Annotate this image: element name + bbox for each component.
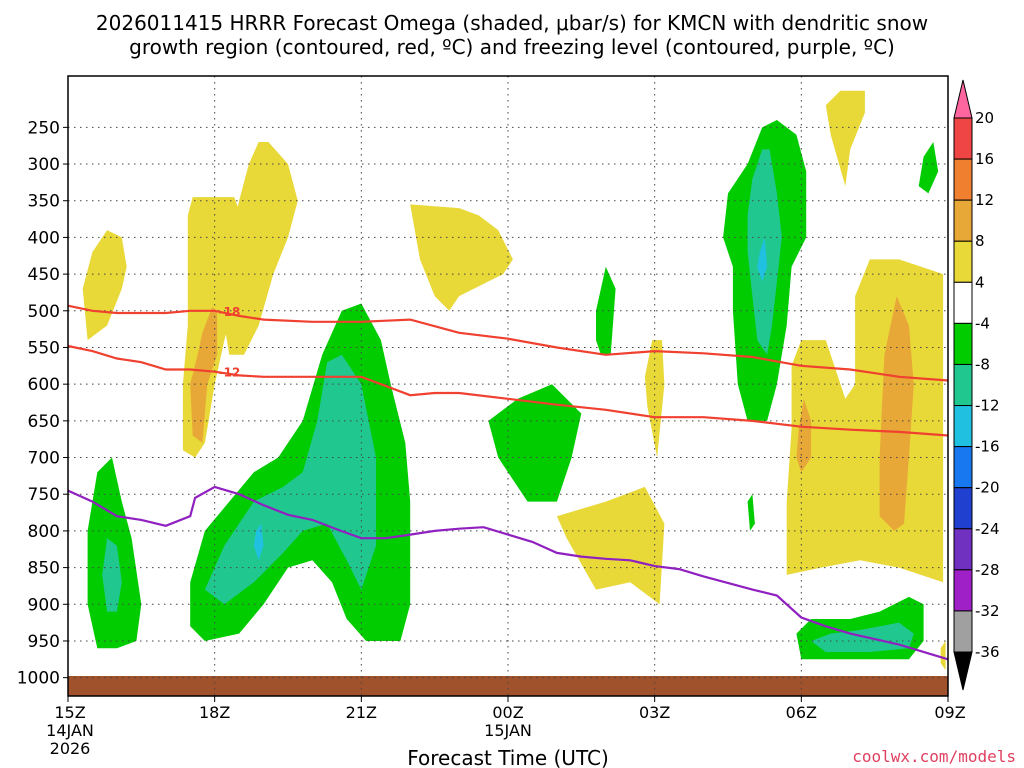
colorbar-label-8: -16 (975, 438, 1000, 456)
colorbar-band-9 (953, 487, 973, 530)
omega-region-teal-14 (204, 354, 376, 605)
omega-region-orange-9 (796, 398, 812, 473)
omega-region-green-21 (747, 494, 755, 531)
colorbar-band-8 (953, 446, 973, 489)
colorbar-label-9: -20 (975, 479, 1000, 497)
y-axis: 250 300 350 400 450 500 550 600 650 700 750 800 850 9… (17, 118, 68, 689)
y-tick-label-800: 800 (28, 522, 60, 542)
colorbar-band-7 (953, 405, 973, 448)
omega-region-green-17 (596, 266, 616, 355)
x-tick-label-21Z: 21Z (346, 703, 377, 722)
freezing-level-line (67, 485, 949, 661)
x-tick-label-00Z: 00Z (492, 703, 523, 722)
omega-region-yellow-25 (940, 641, 946, 671)
colorbar-label-1: 16 (975, 150, 994, 168)
y-tick-label-750: 750 (28, 485, 60, 505)
omega-shading (82, 90, 946, 671)
plot-area: -18 -12 (67, 75, 949, 697)
contour-lines: -18 -12 (67, 304, 949, 661)
y-tick-label-900: 900 (28, 595, 60, 615)
x-tick-date-15Z: 14JAN (46, 721, 94, 740)
y-tick-label-250: 250 (28, 118, 60, 138)
omega-region-yellow-7 (644, 340, 665, 458)
colorbar-label-10: -24 (975, 520, 1000, 538)
terrain-ground (68, 676, 948, 696)
watermark: coolwx.com/models (852, 747, 1016, 766)
chart-title-line1: 2026011415 HRRR Forecast Omega (shaded, … (96, 11, 928, 35)
y-tick-label-650: 650 (28, 412, 60, 432)
y-tick-label-1000: 1000 (17, 669, 60, 689)
colorbar-band-6 (953, 363, 973, 407)
dendritic-minus12-label: -12 (219, 365, 241, 379)
x-tick-label-03Z: 03Z (639, 703, 670, 722)
colorbar-label-12: -32 (975, 602, 1000, 620)
y-tick-label-500: 500 (28, 302, 60, 322)
y-tick-label-300: 300 (28, 155, 60, 175)
colorbar-max-arrow (953, 79, 973, 119)
omega-region-yellow-4 (410, 204, 513, 311)
colorbar-label-3: 8 (975, 232, 985, 250)
colorbar-label-0: 20 (975, 109, 994, 127)
y-tick-label-400: 400 (28, 228, 60, 248)
x-tick-label-18Z: 18Z (199, 703, 230, 722)
y-tick-label-700: 700 (28, 449, 60, 469)
colorbar-label-2: 12 (975, 191, 994, 209)
colorbar: 20 16 12 8 4 -4 -8 -12 -16 -20 -24 -28 -32 -36 (953, 79, 1000, 691)
chart-title-line2: growth region (contoured, red, ºC) and f… (129, 35, 895, 59)
dendritic-minus18-label: -18 (219, 305, 241, 319)
x-tick-label-06Z: 06Z (786, 703, 817, 722)
y-tick-label-550: 550 (28, 338, 60, 358)
omega-region-cyan-20 (757, 237, 768, 282)
colorbar-min-arrow (953, 651, 973, 691)
dendritic-minus12-line (67, 344, 949, 437)
y-tick-label-450: 450 (28, 265, 60, 285)
colorbar-band-2 (953, 199, 973, 242)
colorbar-band-10 (953, 528, 973, 571)
omega-region-orange-3 (190, 307, 218, 443)
colorbar-label-5: -4 (975, 314, 990, 332)
x-tick-label-15Z: 15Z (54, 703, 85, 722)
y-tick-label-600: 600 (28, 375, 60, 395)
omega-region-yellow-1 (82, 230, 127, 341)
x-tick-date-00Z: 15JAN (484, 721, 532, 740)
omega-region-teal-12 (102, 538, 122, 612)
y-tick-label-950: 950 (28, 632, 60, 652)
y-tick-label-850: 850 (28, 559, 60, 579)
colorbar-label-7: -12 (975, 397, 1000, 415)
dendritic-minus18-line (67, 304, 949, 382)
omega-region-cyan-15 (253, 523, 264, 561)
omega-region-orange-10 (879, 296, 914, 531)
omega-region-yellow-5 (825, 90, 865, 187)
x-tick-year-15Z: 2026 (50, 739, 91, 758)
colorbar-band-3 (953, 240, 973, 283)
colorbar-label-6: -8 (975, 355, 990, 373)
colorbar-label-13: -36 (975, 643, 1000, 661)
colorbar-label-4: 4 (975, 273, 985, 291)
grid-lines (68, 76, 948, 696)
colorbar-band-11 (953, 569, 973, 612)
colorbar-band-1 (953, 158, 973, 201)
omega-region-green-16 (488, 384, 582, 502)
colorbar-band-4 (953, 281, 973, 324)
x-tick-label-09Z: 09Z (934, 703, 965, 722)
omega-region-yellow-0 (219, 142, 298, 355)
colorbar-band-5 (953, 322, 973, 365)
colorbar-band-12 (953, 610, 973, 653)
omega-region-green-22 (918, 142, 939, 194)
y-tick-label-350: 350 (28, 192, 60, 212)
x-axis-label: Forecast Time (UTC) (407, 746, 609, 768)
colorbar-label-11: -28 (975, 561, 1000, 579)
colorbar-band-0 (953, 117, 973, 160)
omega-region-yellow-6 (556, 486, 665, 605)
